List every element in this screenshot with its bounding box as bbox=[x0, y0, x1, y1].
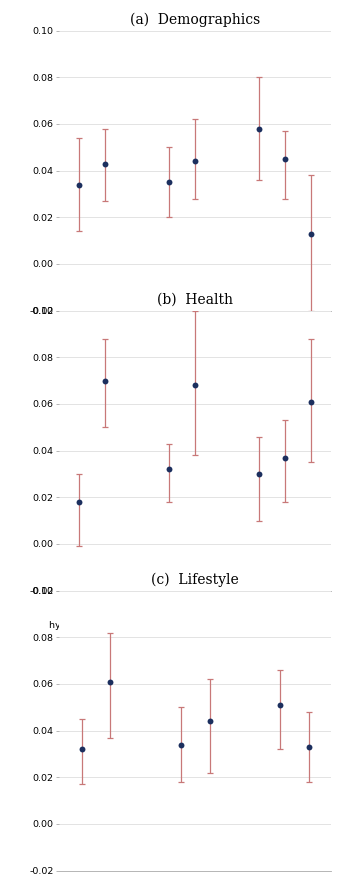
Point bbox=[178, 738, 184, 752]
Point bbox=[77, 495, 82, 509]
Point bbox=[108, 675, 113, 689]
Point bbox=[256, 467, 262, 481]
Point bbox=[166, 462, 172, 476]
Text: education (***): education (***) bbox=[249, 341, 321, 350]
Title: (c)  Lifestyle: (c) Lifestyle bbox=[151, 572, 239, 586]
Point bbox=[193, 378, 198, 392]
Point bbox=[282, 152, 288, 166]
Text: BMI (**): BMI (**) bbox=[266, 621, 304, 630]
Point bbox=[166, 175, 172, 189]
Point bbox=[282, 451, 288, 465]
Text: hypertension (***): hypertension (***) bbox=[49, 621, 136, 630]
Text: high chol (**): high chol (**) bbox=[150, 621, 214, 630]
Point bbox=[193, 154, 198, 168]
Point bbox=[277, 698, 283, 712]
Point bbox=[103, 374, 108, 388]
Point bbox=[77, 178, 82, 192]
Point bbox=[308, 395, 314, 409]
Text: age (n.s): age (n.s) bbox=[161, 341, 203, 350]
Point bbox=[308, 227, 314, 241]
Point bbox=[103, 157, 108, 171]
Title: (b)  Health: (b) Health bbox=[157, 292, 233, 306]
Title: (a)  Demographics: (a) Demographics bbox=[130, 12, 260, 26]
Point bbox=[256, 122, 262, 136]
Point bbox=[207, 714, 212, 728]
Text: gender (n.s): gender (n.s) bbox=[63, 341, 122, 350]
Point bbox=[306, 740, 312, 754]
Point bbox=[79, 742, 84, 756]
